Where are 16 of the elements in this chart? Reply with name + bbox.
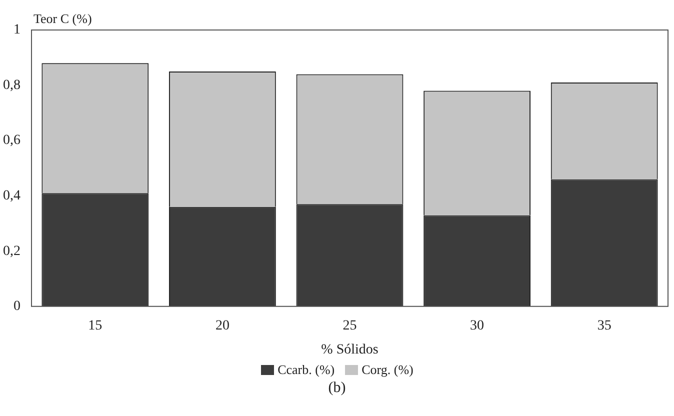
y-axis-title: Teor C (%) [34,10,92,26]
legend-label: Ccarb. (%) [278,362,335,377]
y-tick-label: 1 [14,22,20,38]
y-tick-label: 0,2 [3,244,20,259]
x-tick-label: 25 [342,318,357,334]
x-tick-label: 35 [597,318,612,334]
y-tick-label: 0,4 [3,188,20,204]
x-tick-label: 20 [215,318,230,334]
legend-label: Corg. (%) [362,362,414,377]
y-tick-label: 0,8 [3,78,20,93]
x-axis-title: % Sólidos [321,342,378,358]
y-tick-label: 0 [14,299,20,314]
x-tick-label: 30 [470,318,484,334]
y-tick-label: 0,6 [3,133,20,148]
x-tick-label: 15 [88,318,102,334]
text: (b) [327,380,347,397]
